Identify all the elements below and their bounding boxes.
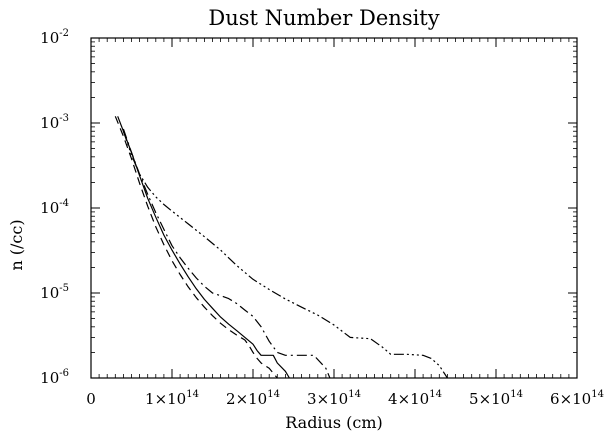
- y-axis-label: n (/cc): [7, 219, 26, 270]
- plot-frame: [90, 37, 578, 379]
- x-tick-label: 4×1014: [388, 389, 442, 408]
- chart-title: Dust Number Density: [208, 6, 439, 30]
- y-tick-label: 10-5: [40, 283, 69, 302]
- y-tick-label: 10-4: [40, 198, 69, 217]
- series-line-1: [117, 116, 290, 379]
- data-series: [114, 116, 448, 379]
- series-line-4: [122, 131, 448, 379]
- x-tick-label: 3×1014: [307, 389, 361, 408]
- y-tick-label: 10-2: [40, 28, 69, 47]
- x-tick-label: 2×1014: [226, 389, 280, 408]
- x-tick-label: 6×1014: [550, 389, 604, 408]
- series-line-3: [122, 128, 331, 379]
- x-tick-label: 0: [86, 390, 96, 408]
- y-tick-label: 10-6: [40, 368, 69, 387]
- plot-axes: 0 1×1014 2×1014 3×1014 4×1014 5×1014 6×1014 10-…: [40, 28, 604, 408]
- x-tick-label: 1×1014: [145, 389, 199, 408]
- y-tick-label: 10-3: [40, 113, 69, 132]
- x-axis-label: Radius (cm): [285, 413, 383, 432]
- x-tick-label: 5×1014: [469, 389, 523, 408]
- series-line-2: [114, 116, 278, 379]
